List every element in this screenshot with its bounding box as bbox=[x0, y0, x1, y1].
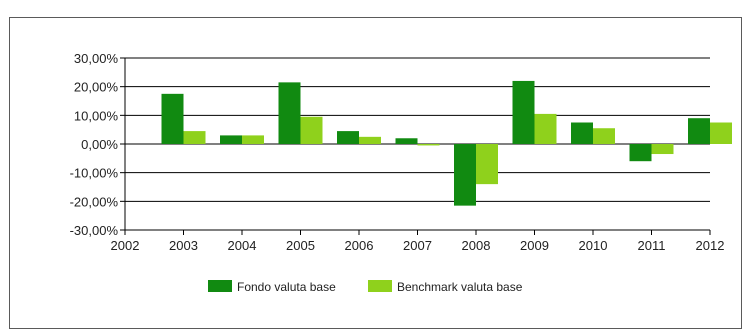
legend-swatch-fondo bbox=[208, 280, 232, 292]
x-tick-label: 2002 bbox=[111, 238, 140, 253]
x-tick-label: 2005 bbox=[286, 238, 315, 253]
x-tick-label: 2008 bbox=[462, 238, 491, 253]
bar-fondo-2005 bbox=[278, 82, 301, 144]
y-tick-label: 0,00% bbox=[81, 137, 118, 152]
bar-fondo-2006 bbox=[337, 131, 359, 144]
x-tick-label: 2003 bbox=[169, 238, 198, 253]
bar-fondo-2009 bbox=[512, 80, 535, 144]
x-tick-label: 2006 bbox=[345, 238, 374, 253]
x-tick-label: 2011 bbox=[638, 238, 666, 253]
bar-benchmark-2007 bbox=[417, 144, 440, 146]
bar-benchmark-2008 bbox=[476, 144, 498, 185]
x-tick-label: 2004 bbox=[228, 238, 257, 253]
x-tick-label: 2009 bbox=[520, 238, 549, 253]
bar-benchmark-2010 bbox=[593, 128, 615, 144]
bar-fondo-2007 bbox=[395, 138, 418, 144]
bar-fondo-2010 bbox=[571, 122, 593, 144]
legend-label-fondo: Fondo valuta base bbox=[237, 280, 336, 294]
bar-fondo-2012 bbox=[688, 118, 710, 144]
y-tick-label: -20,00% bbox=[70, 194, 119, 209]
bar-fondo-2003 bbox=[161, 93, 184, 144]
bar-benchmark-2005 bbox=[300, 116, 323, 144]
bar-benchmark-2006 bbox=[359, 136, 381, 144]
bar-chart: 30,00% 20,00% 10,00% 0,00% -10,00% -20,00% -30… bbox=[70, 51, 732, 294]
y-tick-label: 30,00% bbox=[74, 51, 119, 66]
x-tick-label: 2007 bbox=[403, 238, 432, 253]
y-tick-label: 20,00% bbox=[74, 80, 119, 95]
bar-benchmark-2012 bbox=[710, 122, 732, 144]
legend-label-benchmark: Benchmark valuta base bbox=[397, 280, 523, 294]
bar-fondo-2011 bbox=[629, 144, 652, 162]
bar-benchmark-2011 bbox=[651, 144, 674, 155]
legend-swatch-benchmark bbox=[368, 280, 392, 292]
x-tick-label: 2012 bbox=[696, 238, 725, 253]
x-tick-label: 2010 bbox=[579, 238, 608, 253]
y-tick-label: -30,00% bbox=[70, 223, 119, 238]
bar-fondo-2008 bbox=[454, 144, 476, 206]
y-tick-label: -10,00% bbox=[70, 166, 119, 181]
y-tick-label: 10,00% bbox=[74, 108, 119, 123]
bar-benchmark-2003 bbox=[183, 131, 206, 144]
bar-benchmark-2009 bbox=[534, 113, 557, 144]
bar-benchmark-2004 bbox=[242, 135, 264, 144]
bar-fondo-2004 bbox=[220, 135, 242, 144]
chart-frame: 30,00% 20,00% 10,00% 0,00% -10,00% -20,00% -30… bbox=[9, 17, 742, 329]
